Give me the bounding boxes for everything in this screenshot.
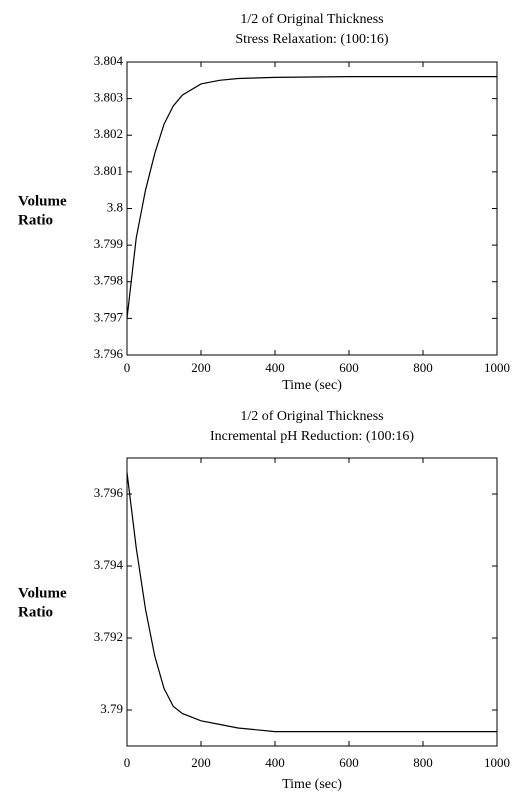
y-tick-label: 3.8 <box>107 199 123 214</box>
y-tick-label: 3.799 <box>94 236 123 251</box>
y-tick-label: 3.792 <box>94 629 123 644</box>
y-tick-label: 3.798 <box>94 273 123 288</box>
x-tick-label: 1000 <box>484 360 510 375</box>
y-axis-label: Volume <box>18 193 67 209</box>
y-axis-label: Ratio <box>18 604 53 620</box>
y-axis-label: Volume <box>18 585 67 601</box>
data-line <box>126 472 497 733</box>
y-tick-label: 3.804 <box>94 53 124 68</box>
chart-title: 1/2 of Original Thickness <box>240 409 383 424</box>
y-tick-label: 3.797 <box>94 309 124 324</box>
x-tick-label: 400 <box>265 755 285 770</box>
data-line <box>126 76 497 319</box>
y-tick-label: 3.79 <box>100 701 123 716</box>
x-tick-label: 800 <box>413 360 433 375</box>
x-tick-label: 800 <box>413 755 433 770</box>
x-axis-label: Time (sec) <box>282 378 342 393</box>
chart-title: 1/2 of Original Thickness <box>240 12 383 27</box>
y-tick-label: 3.803 <box>94 90 123 105</box>
y-tick-label: 3.802 <box>94 126 123 141</box>
x-tick-label: 600 <box>339 755 359 770</box>
y-axis-label: Ratio <box>18 212 53 228</box>
plot-frame <box>126 457 498 747</box>
y-tick-label: 3.801 <box>94 163 123 178</box>
chart-subtitle: Stress Relaxation: (100:16) <box>235 32 389 47</box>
y-tick-label: 3.794 <box>94 557 124 572</box>
x-tick-label: 600 <box>339 360 359 375</box>
x-tick-label: 400 <box>265 360 285 375</box>
y-tick-label: 3.796 <box>94 346 124 361</box>
x-tick-label: 0 <box>124 755 131 770</box>
y-tick-label: 3.796 <box>94 485 124 500</box>
plot-frame <box>126 61 498 356</box>
x-tick-label: 1000 <box>484 755 510 770</box>
x-tick-label: 0 <box>124 360 131 375</box>
x-tick-label: 200 <box>191 755 211 770</box>
chart-subtitle: Incremental pH Reduction: (100:16) <box>210 429 414 444</box>
x-axis-label: Time (sec) <box>282 777 342 792</box>
x-tick-label: 200 <box>191 360 211 375</box>
